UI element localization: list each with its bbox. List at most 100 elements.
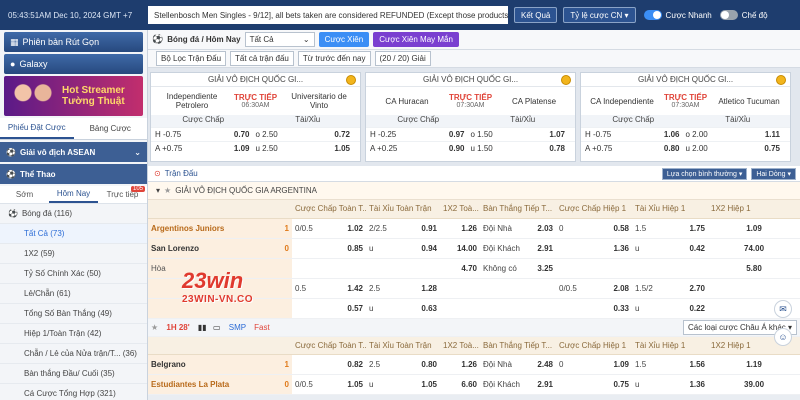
odds-value[interactable]: 0.63 xyxy=(402,298,440,319)
sidebar-item[interactable]: Chẵn / Lẻ của Nửa trận/T... (36) xyxy=(0,344,147,364)
odds-value[interactable]: 0.97 xyxy=(448,130,465,139)
odds-value[interactable]: 1.75 xyxy=(668,218,709,239)
galaxy-banner[interactable]: ● Galaxy xyxy=(4,54,143,74)
subtab-live[interactable]: Trực tiếp 105 xyxy=(98,186,147,203)
parlay-button[interactable]: Cược Xiên xyxy=(318,32,370,47)
odds-value[interactable]: 0.75 xyxy=(592,374,633,395)
sort-select[interactable]: Từ trước đến nay xyxy=(297,51,371,66)
odds-value[interactable]: 0.85 xyxy=(328,238,366,259)
odds-value[interactable]: 1.19 xyxy=(708,354,800,375)
odds-value[interactable]: 1.05 xyxy=(328,374,366,395)
odds-value[interactable]: 0.80 xyxy=(663,144,680,153)
results-button[interactable]: Kết Quả xyxy=(514,7,558,23)
support-icon[interactable]: ☺ xyxy=(774,328,792,346)
card-odds-row[interactable]: A +0.75 1.09 u 2.50 1.05 xyxy=(151,141,360,155)
streamer-promo[interactable]: Hot Streamer Tường Thuật xyxy=(4,76,143,116)
alt-handicap-select[interactable]: Các loại cược Châu Á khác ▾ xyxy=(683,319,798,335)
odds-value[interactable]: 0.22 xyxy=(668,298,709,319)
odds-value[interactable]: 1.05 xyxy=(334,144,350,153)
coin-icon[interactable] xyxy=(776,75,786,85)
sidebar-item[interactable]: Tất Cả (73) xyxy=(0,224,147,244)
odds-value[interactable]: 1.06 xyxy=(663,130,680,139)
odds-value[interactable]: 1.26 xyxy=(440,218,480,239)
toggle-switch-on[interactable] xyxy=(643,10,662,20)
subtab-today[interactable]: Hôm Nay xyxy=(49,186,98,203)
odds-value[interactable]: 1.02 xyxy=(328,218,366,239)
lucky-parlay-button[interactable]: Cược Xiên May Mắn xyxy=(373,32,459,47)
all-matches-select[interactable]: Tất cả trận đấu xyxy=(230,51,294,66)
odds-value[interactable]: 2.08 xyxy=(592,278,633,299)
match-filter-select[interactable]: Bộ Lọc Trận Đấu xyxy=(156,51,227,66)
news-ticker[interactable]: Stellenbosch Men Singles - 9/12], all be… xyxy=(148,6,508,24)
league-header[interactable]: ▾ ★ GIẢI VÔ ĐỊCH QUỐC GIA ARGENTINA xyxy=(148,182,800,200)
sidebar-item[interactable]: Cá Cược Tổng Hợp (321) xyxy=(0,384,147,400)
subtab-early[interactable]: Sớm xyxy=(15,190,34,199)
odds-value[interactable]: 0.33 xyxy=(592,298,633,319)
odds-value[interactable]: 1.11 xyxy=(764,130,780,139)
odds-value[interactable]: 0.80 xyxy=(402,354,440,375)
odds-value[interactable]: 0.91 xyxy=(402,218,440,239)
odds-value[interactable]: 1.42 xyxy=(328,278,366,299)
odds-value[interactable]: 0.94 xyxy=(402,238,440,259)
tv-icon[interactable]: ▭ xyxy=(212,322,221,332)
toggle-switch-off[interactable] xyxy=(719,10,738,20)
odds-value[interactable]: 1.36 xyxy=(668,374,709,395)
card-odds-row[interactable]: A +0.75 0.80 u 2.00 0.75 xyxy=(581,141,790,155)
odds-value[interactable]: 0.57 xyxy=(328,298,366,319)
odds-value[interactable]: 0.42 xyxy=(668,238,709,259)
card-odds-row[interactable]: H -0.75 0.70 o 2.50 0.72 xyxy=(151,127,360,141)
odds-value[interactable]: 1.09 xyxy=(233,144,250,153)
match-card[interactable]: GIẢI VÔ ĐỊCH QUỐC GI... CA Huracan TRỰC … xyxy=(365,72,576,162)
stats-icon[interactable]: ▮▮ xyxy=(197,322,207,332)
odds-value[interactable]: 0.82 xyxy=(328,354,366,375)
fast-label[interactable]: Fast xyxy=(254,322,270,332)
card-odds-row[interactable]: A +0.25 0.90 u 1.50 0.78 xyxy=(366,141,575,155)
odds-value[interactable]: 0.78 xyxy=(549,144,565,153)
card-odds-row[interactable]: H -0.25 0.97 o 1.50 1.07 xyxy=(366,127,575,141)
mode-toggle[interactable]: Chế độ xyxy=(719,10,768,20)
odds-value[interactable]: 1.07 xyxy=(549,130,565,139)
odds-value[interactable]: 0.90 xyxy=(448,144,465,153)
odds-value[interactable]: 3.25 xyxy=(528,258,556,279)
row-mode-select[interactable]: Hai Dòng ▾ xyxy=(751,167,796,180)
odds-value[interactable]: 0.72 xyxy=(334,130,350,139)
odds-value[interactable]: 2.91 xyxy=(528,374,556,395)
odds-value[interactable]: 6.60 xyxy=(440,374,480,395)
match-card[interactable]: GIẢI VÔ ĐỊCH QUỐC GI... Independiente Pe… xyxy=(150,72,361,162)
odds-value[interactable]: 0.75 xyxy=(764,144,780,153)
odds-value[interactable]: 1.09 xyxy=(708,218,800,239)
market-select[interactable]: Tất Cả ⌄ xyxy=(244,32,315,47)
odds-value[interactable]: 74.00 xyxy=(708,238,800,259)
odds-value[interactable]: 1.05 xyxy=(402,374,440,395)
sidebar-item[interactable]: Lẻ/Chẵn (61) xyxy=(0,284,147,304)
odds-value[interactable]: 1.26 xyxy=(440,354,480,375)
odds-value[interactable]: 14.00 xyxy=(440,238,480,259)
sidebar-item[interactable]: Hiệp 1/Toàn Trận (42) xyxy=(0,324,147,344)
odds-value[interactable]: 5.80 xyxy=(708,258,800,279)
match-card[interactable]: GIẢI VÔ ĐỊCH QUỐC GI... CA Independiente… xyxy=(580,72,791,162)
odds-value[interactable]: 0.58 xyxy=(592,218,633,239)
view-select[interactable]: Lựa chọn bình thường ▾ xyxy=(661,167,748,180)
sidebar-item[interactable]: 1X2 (59) xyxy=(0,244,147,264)
odds-value[interactable]: 39.00 xyxy=(708,374,800,395)
odds-value[interactable]: 1.36 xyxy=(592,238,633,259)
tab-bet-list[interactable]: Bảng Cược xyxy=(89,124,131,133)
sidebar-item[interactable]: Bàn thắng Đầu/ Cuối (35) xyxy=(0,364,147,384)
refresh-icon[interactable]: ⊙ xyxy=(154,169,161,178)
sidebar-item[interactable]: Tổng Số Bàn Thắng (49) xyxy=(0,304,147,324)
coin-icon[interactable] xyxy=(346,75,356,85)
star-icon[interactable]: ★ xyxy=(164,186,172,195)
odds-value[interactable]: 1.28 xyxy=(402,278,440,299)
odds-value[interactable]: 0.70 xyxy=(233,130,250,139)
odds-value[interactable]: 2.70 xyxy=(668,278,709,299)
smp-label[interactable]: SMP xyxy=(228,322,246,332)
coin-icon[interactable] xyxy=(561,75,571,85)
tab-bet-slip[interactable]: Phiếu Đặt Cược xyxy=(0,118,74,139)
odds-value[interactable]: 1.56 xyxy=(668,354,709,375)
odds-value[interactable]: 4.70 xyxy=(440,258,480,279)
card-odds-row[interactable]: H -0.75 1.06 o 2.00 1.11 xyxy=(581,127,790,141)
odds-value[interactable]: 2.48 xyxy=(528,354,556,375)
odds-type-select[interactable]: Tỷ lệ cược CN ▾ xyxy=(563,7,636,23)
odds-value[interactable]: 1.09 xyxy=(592,354,633,375)
collapse-icon[interactable]: ▾ xyxy=(156,186,161,195)
